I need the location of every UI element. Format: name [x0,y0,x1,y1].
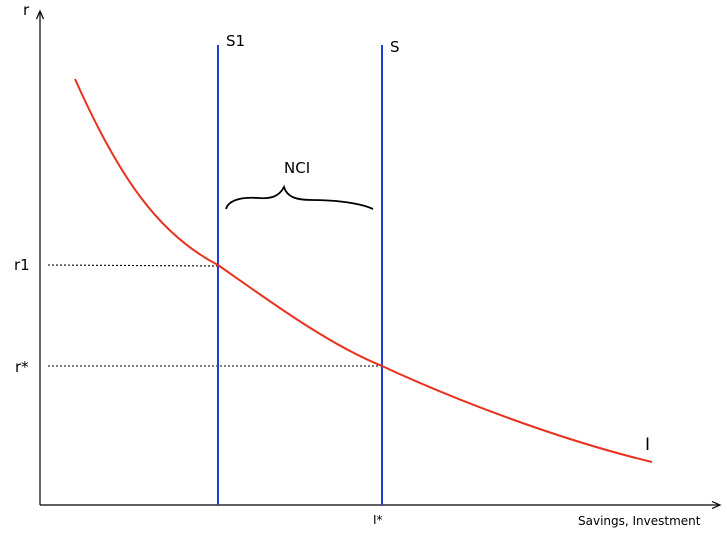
nci-brace [225,184,374,210]
s-label: S [390,38,400,56]
r-star-label: r* [15,358,29,376]
x-axis-arrow [711,500,722,510]
y-axis-arrow [35,9,45,20]
y-axis-label: r [23,1,30,19]
x-axis-label: Savings, Investment [578,514,701,528]
i-curve-label: I [645,435,650,455]
axes [35,9,722,510]
r1-label: r1 [14,256,30,274]
i-star-label: I* [373,513,383,527]
guide-lines [47,264,382,367]
nci-label: NCI [284,159,310,177]
s1-label: S1 [226,32,245,50]
r1-guide [47,264,219,267]
investment-curve [74,78,653,463]
